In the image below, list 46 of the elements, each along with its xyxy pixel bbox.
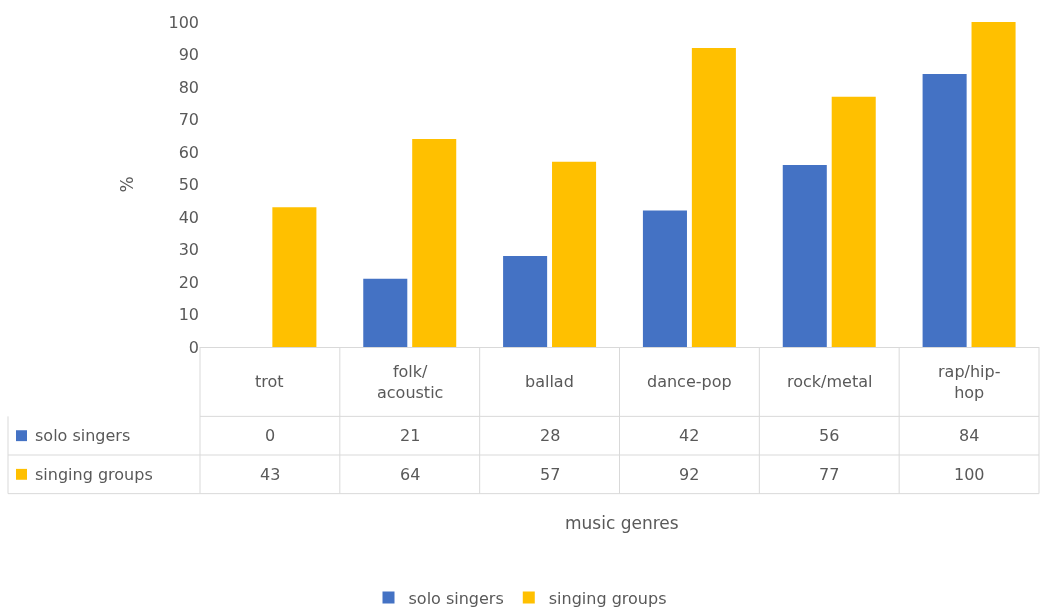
x-tick-label: rap/hip-hop	[938, 362, 1001, 402]
y-tick-label: 0	[188, 337, 199, 357]
bar	[691, 48, 736, 347]
x-tick-label: folk/acoustic	[377, 362, 444, 402]
data-label: 43	[260, 465, 281, 484]
x-tick-label: rock/metal	[787, 372, 873, 391]
legend-label: solo singers	[408, 588, 504, 608]
x-tick-label: dance-pop	[647, 372, 732, 391]
text: music genres	[565, 513, 679, 533]
y-tick-label: 30	[178, 240, 199, 260]
bar	[363, 278, 408, 347]
data-label: 92	[679, 465, 700, 484]
bar	[552, 161, 597, 347]
bar	[272, 207, 317, 347]
data-label: 57	[540, 465, 561, 484]
y-tick-label: 70	[178, 110, 199, 130]
x-tick-label: trot	[255, 372, 284, 391]
data-label: 28	[540, 426, 561, 445]
bar	[922, 74, 967, 347]
x-tick-label: ballad	[525, 372, 574, 391]
y-tick-label: 80	[178, 77, 199, 97]
y-tick-label: 100	[168, 12, 199, 32]
data-label: 0	[265, 426, 276, 445]
data-label: 56	[819, 426, 840, 445]
legend-label: singing groups	[35, 465, 153, 484]
data-label: 21	[400, 426, 421, 445]
bar	[412, 139, 457, 347]
y-axis-title: %	[117, 176, 137, 193]
y-tick-label: 10	[178, 305, 199, 325]
data-label: 100	[954, 465, 985, 484]
bar	[831, 96, 876, 347]
bar	[503, 256, 548, 347]
data-label: 84	[959, 426, 980, 445]
y-tick-label: 60	[178, 142, 199, 162]
text: solo singers	[35, 426, 131, 445]
data-label: 77	[819, 465, 840, 484]
data-label: 64	[400, 465, 421, 484]
y-tick-label: 50	[178, 175, 199, 195]
y-tick-label: 20	[178, 272, 199, 292]
bar	[642, 210, 687, 347]
bar	[971, 22, 1016, 347]
text: singing groups	[548, 588, 667, 608]
y-tick-label: 90	[178, 45, 199, 65]
bar	[782, 165, 827, 347]
y-tick-label: 40	[178, 207, 199, 227]
data-label: 42	[679, 426, 700, 445]
